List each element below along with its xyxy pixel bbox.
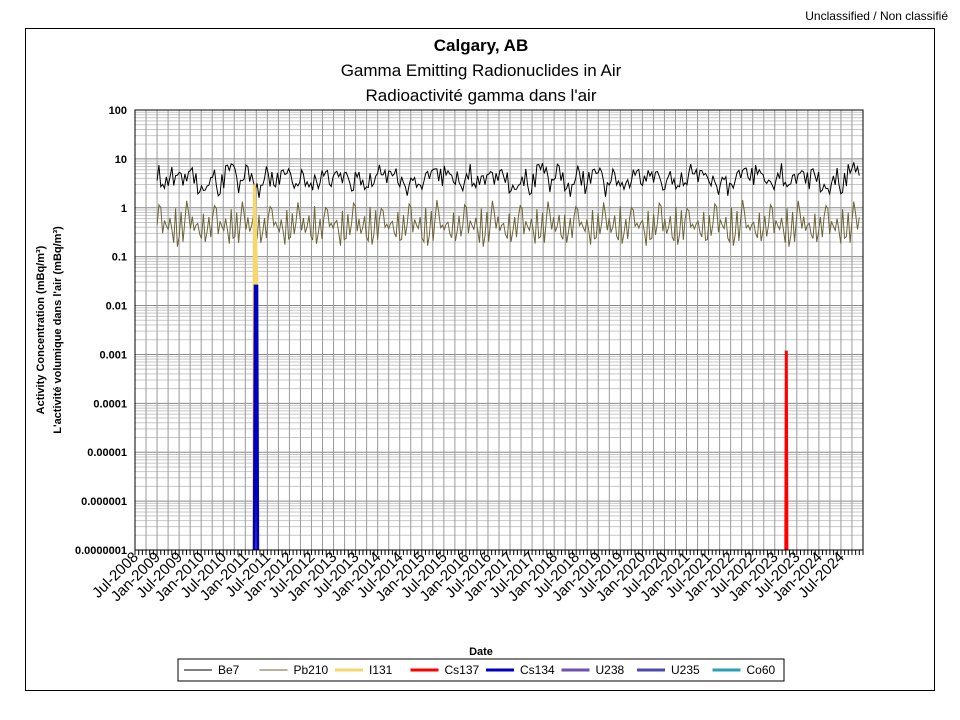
y-tick-label: 0.00001	[87, 447, 127, 459]
x-tick-labels: Jul-2008Jan-2009Jul-2009Jan-2010Jul-2010…	[89, 549, 848, 605]
y-tick-label: 0.1	[112, 252, 127, 264]
legend-label-u235: U235	[671, 663, 700, 677]
y-tick-label: 0.01	[106, 301, 127, 313]
y-tick-label: 0.001	[99, 349, 127, 361]
y-tick-label: 0.000001	[81, 496, 127, 508]
series-line-cs134	[252, 284, 260, 551]
x-axis-label: Date	[469, 646, 493, 658]
y-tick-label: 0.0001	[93, 398, 127, 410]
legend-label-be7: Be7	[218, 663, 240, 677]
series-line-cs137	[784, 350, 789, 551]
y-tick-label: 1	[121, 203, 127, 215]
legend-label-cs134: Cs134	[520, 663, 555, 677]
legend: Be7 Pb210 I131 Cs137 Cs134 U238 U235 Co60	[177, 658, 785, 682]
y-axis-label-en: Activity Concentration (mBq/m³)	[35, 245, 47, 414]
legend-box	[177, 658, 785, 682]
plot-area-border	[134, 109, 864, 551]
y-axis-label-fr: L'activité volumique dans l'air (mBq/m³)	[52, 226, 64, 434]
legend-label-i131: I131	[369, 663, 393, 677]
legend-label-cs137: Cs137	[445, 663, 480, 677]
chart-frame: Calgary, AB Gamma Emitting Radionuclides…	[25, 28, 935, 691]
series-line-pb210	[156, 199, 860, 247]
chart-svg: Calgary, AB Gamma Emitting Radionuclides…	[35, 36, 864, 682]
series-layer	[156, 162, 860, 551]
y-tick-label: 100	[109, 105, 127, 117]
chart-subtitle-en: Gamma Emitting Radionuclides in Air	[341, 61, 622, 80]
legend-label-co60: Co60	[747, 663, 776, 677]
legend-label-u238: U238	[596, 663, 625, 677]
chart-title: Calgary, AB	[434, 36, 528, 55]
legend-label-pb210: Pb210	[294, 663, 329, 677]
y-tick-labels: 100 10 1 0.1 0.01 0.001 0.0001 0.00001 0.000001 0…	[75, 105, 127, 557]
series-line-be7	[156, 162, 860, 198]
chart-subtitle-fr: Radioactivité gamma dans l'air	[366, 86, 597, 105]
y-tick-label: 0.0000001	[75, 545, 127, 557]
classification-label: Unclassified / Non classifié	[805, 9, 948, 23]
y-tick-label: 10	[115, 154, 127, 166]
